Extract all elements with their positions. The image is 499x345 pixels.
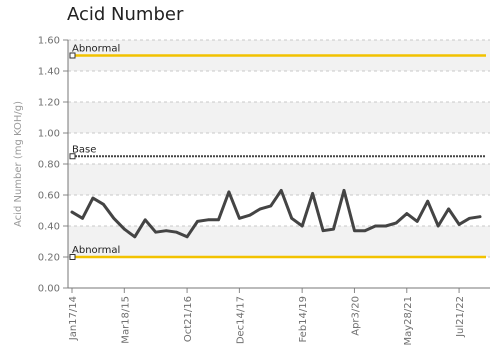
x-tick-label: Jul21/22: [455, 296, 466, 338]
x-tick-label: Jan17/14: [68, 296, 79, 341]
data-point: [478, 215, 482, 218]
data-point: [185, 235, 189, 239]
background-band: [68, 133, 490, 164]
data-point: [227, 190, 231, 194]
y-tick-label: 1.20: [38, 98, 60, 109]
data-point: [91, 196, 95, 200]
x-tick-label: Mar18/15: [120, 296, 131, 344]
data-point: [342, 189, 346, 192]
data-point: [300, 224, 304, 228]
background-band: [68, 226, 490, 257]
chart-title: Acid Number: [67, 4, 184, 25]
data-point: [164, 229, 168, 232]
y-tick-label: 1.00: [38, 129, 60, 140]
series-group: [70, 188, 482, 239]
reference-marker: [69, 254, 76, 260]
x-tick-label: Oct21/16: [183, 296, 194, 342]
y-tick-label: 0.80: [38, 160, 60, 171]
data-point: [196, 220, 199, 223]
data-point: [154, 230, 157, 234]
data-point: [123, 227, 126, 231]
data-point: [311, 192, 314, 195]
background-band: [68, 257, 490, 288]
x-tick-label: Feb14/19: [298, 296, 309, 343]
data-point: [395, 221, 398, 225]
data-point: [374, 224, 377, 228]
y-tick-label: 0.20: [38, 253, 60, 264]
x-axis-ticks: Jan17/14 Mar18/15 Oct21/16 Dec14/17 Feb14/19…: [68, 288, 466, 345]
data-point: [332, 227, 335, 231]
data-point: [70, 210, 74, 214]
reference-marker: [69, 52, 76, 59]
data-point: [259, 207, 262, 211]
data-point: [81, 216, 84, 220]
y-axis-ticks: 0.00 0.20 0.40 0.60 0.80 1.00 1.20 1.40 1.60: [38, 36, 68, 295]
y-tick-label: 1.60: [38, 36, 60, 47]
reference-label: Base: [72, 144, 96, 155]
reference-label: Abnormal: [72, 245, 120, 256]
data-point: [468, 216, 471, 220]
data-point: [279, 189, 283, 192]
background-bands: [68, 40, 490, 288]
data-point: [217, 218, 220, 222]
y-tick-label: 0.00: [38, 284, 60, 295]
data-point: [384, 224, 388, 228]
y-axis-label: Acid Number (mg KOH/g): [13, 101, 24, 227]
data-point: [447, 207, 450, 211]
x-tick-label: Apr3/20: [350, 296, 361, 336]
data-point: [353, 229, 356, 232]
data-point: [426, 199, 429, 203]
data-point: [269, 204, 273, 208]
reference-lines: Abnormal Base Abnormal: [69, 44, 486, 260]
axes: [67, 40, 490, 289]
data-point: [112, 216, 116, 220]
series-line: [70, 188, 482, 239]
background-band: [68, 195, 490, 226]
data-point: [238, 216, 241, 220]
x-tick-label: Dec14/17: [235, 296, 246, 344]
x-tick-label: May28/21: [403, 296, 414, 345]
data-point: [248, 213, 252, 217]
data-point: [206, 218, 210, 222]
reference-marker: [69, 153, 76, 160]
data-point: [321, 229, 325, 232]
background-band: [68, 102, 490, 133]
data-point: [133, 235, 137, 239]
data-point: [436, 224, 440, 228]
background-band: [68, 71, 490, 102]
background-band: [68, 164, 490, 195]
y-tick-label: 0.40: [38, 222, 60, 233]
y-tick-label: 1.40: [38, 67, 60, 78]
y-tick-label: 0.60: [38, 191, 60, 202]
data-point: [363, 229, 367, 232]
data-point: [290, 216, 293, 220]
data-point: [415, 220, 419, 223]
data-point: [457, 223, 461, 226]
data-point: [102, 203, 105, 206]
reference-label: Abnormal: [72, 44, 120, 55]
data-point: [405, 212, 409, 215]
data-point: [175, 230, 178, 234]
data-point: [143, 218, 147, 222]
